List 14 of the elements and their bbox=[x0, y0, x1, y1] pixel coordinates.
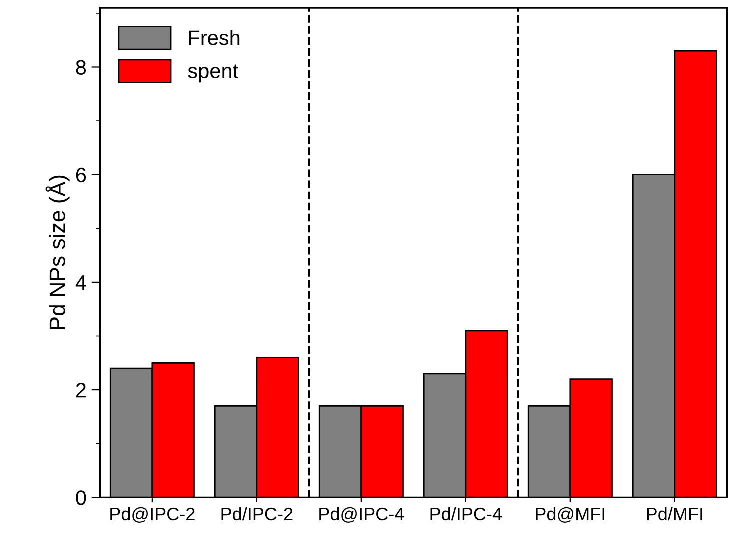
x-tick-label: Pd@IPC-2 bbox=[110, 507, 195, 523]
y-tick-label: 6 bbox=[76, 168, 86, 183]
y-tick-label: 0 bbox=[76, 490, 86, 506]
x-tick-label: Pd/IPC-2 bbox=[222, 507, 293, 521]
y-tick-label: 4 bbox=[76, 276, 86, 290]
legend-label: spent bbox=[188, 64, 238, 83]
y-axis-title: Pd NPs size (Å) bbox=[46, 176, 70, 330]
y-tick-label: 8 bbox=[76, 60, 86, 76]
x-tick-label: Pd/MFI bbox=[647, 507, 702, 521]
x-tick-label: Pd@MFI bbox=[536, 507, 604, 523]
legend-label: Fresh bbox=[189, 30, 240, 46]
x-tick-label: Pd@IPC-4 bbox=[320, 507, 404, 523]
y-tick-label: 2 bbox=[76, 383, 86, 398]
x-tick-label: Pd/IPC-4 bbox=[430, 507, 502, 521]
